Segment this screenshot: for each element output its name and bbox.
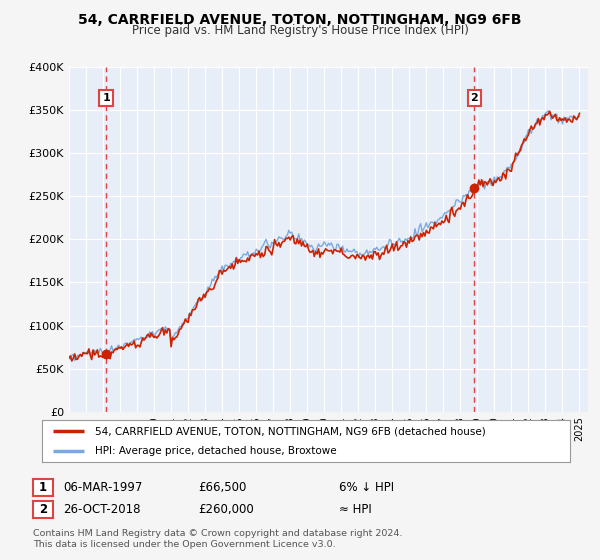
Text: 06-MAR-1997: 06-MAR-1997 bbox=[63, 480, 142, 494]
Text: £260,000: £260,000 bbox=[198, 503, 254, 516]
Text: ≈ HPI: ≈ HPI bbox=[339, 503, 372, 516]
Text: 1: 1 bbox=[39, 480, 47, 494]
Text: Price paid vs. HM Land Registry's House Price Index (HPI): Price paid vs. HM Land Registry's House … bbox=[131, 24, 469, 38]
Text: HPI: Average price, detached house, Broxtowe: HPI: Average price, detached house, Brox… bbox=[95, 446, 337, 456]
Text: 2: 2 bbox=[39, 503, 47, 516]
Text: This data is licensed under the Open Government Licence v3.0.: This data is licensed under the Open Gov… bbox=[33, 540, 335, 549]
Text: 54, CARRFIELD AVENUE, TOTON, NOTTINGHAM, NG9 6FB: 54, CARRFIELD AVENUE, TOTON, NOTTINGHAM,… bbox=[78, 13, 522, 27]
Text: 26-OCT-2018: 26-OCT-2018 bbox=[63, 503, 140, 516]
Text: 6% ↓ HPI: 6% ↓ HPI bbox=[339, 480, 394, 494]
Text: 54, CARRFIELD AVENUE, TOTON, NOTTINGHAM, NG9 6FB (detached house): 54, CARRFIELD AVENUE, TOTON, NOTTINGHAM,… bbox=[95, 426, 485, 436]
Text: Contains HM Land Registry data © Crown copyright and database right 2024.: Contains HM Land Registry data © Crown c… bbox=[33, 529, 403, 538]
Text: 2: 2 bbox=[470, 93, 478, 103]
Text: 1: 1 bbox=[102, 93, 110, 103]
Text: £66,500: £66,500 bbox=[198, 480, 247, 494]
